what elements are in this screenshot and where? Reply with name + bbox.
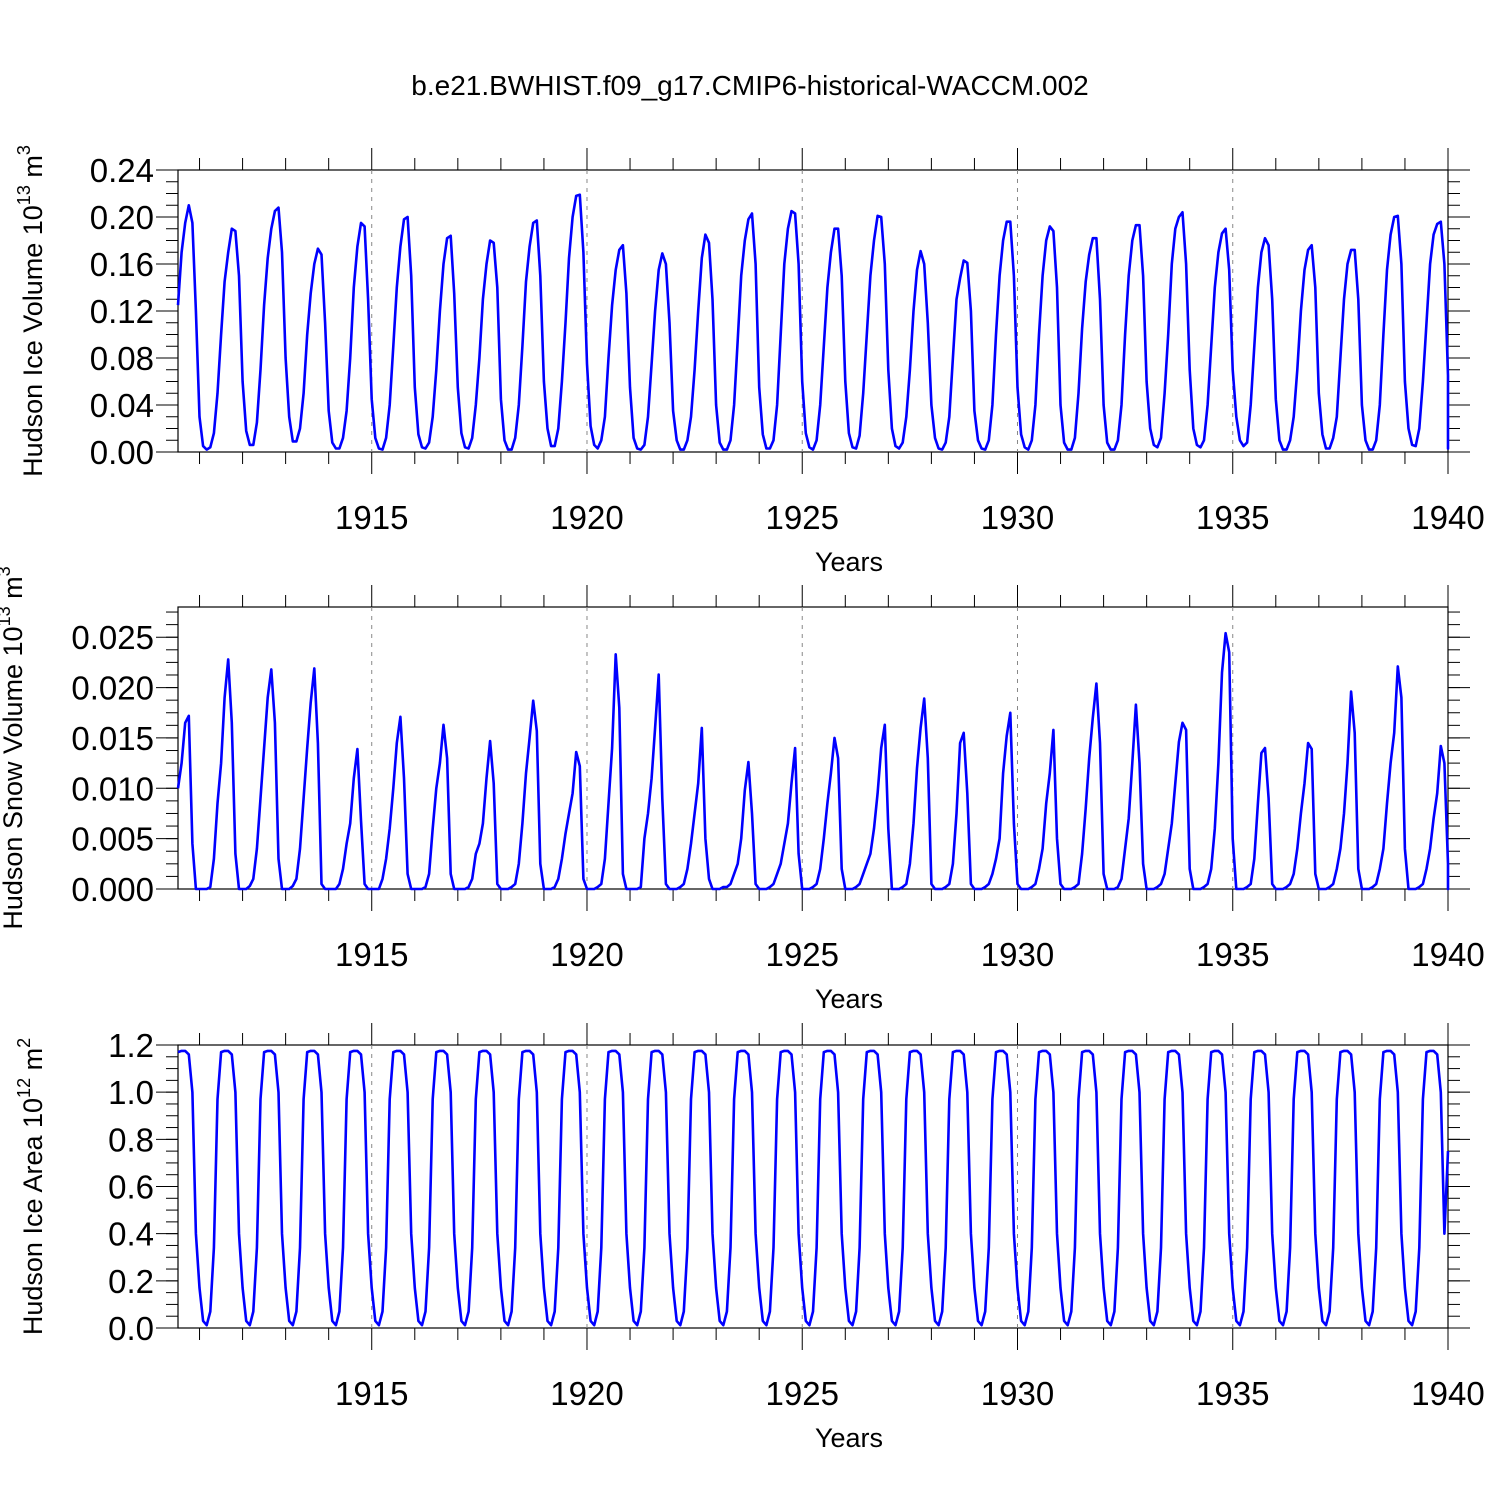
x-tick-label: 1940 (1411, 1375, 1484, 1412)
y-tick-label: 0.08 (90, 340, 154, 377)
y-tick-label: 0.8 (108, 1121, 154, 1158)
plot-frame (177, 606, 1449, 890)
x-tick-label: 1920 (550, 499, 623, 536)
y-tick-label: 0.005 (71, 821, 154, 858)
y-tick-label: 1.2 (108, 1027, 154, 1064)
panel-3: 1915 1920 1925 1930 1935 1940 Years 0.0 0.2 0.4 0.… (14, 1023, 1485, 1453)
series-line-hudson-ice-area (177, 1049, 1450, 1327)
series-line-hudson-snow-volume (176, 631, 1450, 891)
x-tick-label: 1915 (335, 499, 408, 536)
y-axis-label: Hudson Snow Volume 1013 m3 (0, 566, 28, 929)
y-axis-label-base: Hudson Ice Volume 10 (18, 205, 48, 477)
x-tick-label: 1915 (335, 1375, 408, 1412)
y-axis-label-exponent: 12 (14, 1078, 34, 1098)
y-tick-label: 0.20 (90, 199, 154, 236)
y-axis-label: Hudson Ice Volume 1013 m3 (14, 145, 48, 477)
x-tick-label: 1930 (981, 936, 1054, 973)
series-line-hudson-ice-volume (176, 193, 1450, 451)
x-axis-label: Years (815, 984, 883, 1014)
panel-2: 1915 1920 1925 1930 1935 1940 Years 0.000 0.005 0… (0, 566, 1485, 1014)
x-tick-label: 1935 (1196, 1375, 1269, 1412)
y-tick-label: 0.6 (108, 1169, 154, 1206)
y-axis-label-unit-exponent: 2 (14, 1038, 34, 1048)
y-tick-label: 0.020 (71, 670, 154, 707)
y-axis-label-unit-exponent: 3 (0, 566, 14, 576)
y-tick-label: 0.0 (108, 1310, 154, 1347)
x-tick-label: 1935 (1196, 936, 1269, 973)
y-tick-label: 0.2 (108, 1263, 154, 1300)
y-tick-label: 0.025 (71, 619, 154, 656)
x-tick-label: 1930 (981, 1375, 1054, 1412)
x-tick-label: 1925 (766, 936, 839, 973)
y-axis-label-exponent: 13 (14, 185, 34, 205)
y-axis-label-unit-exponent: 3 (14, 145, 34, 155)
y-axis-label-base: Hudson Snow Volume 10 (0, 626, 28, 929)
y-axis-label-unit: m (0, 576, 28, 606)
y-tick-label: 0.12 (90, 293, 154, 330)
x-axis-label: Years (815, 547, 883, 577)
x-tick-label: 1935 (1196, 499, 1269, 536)
y-tick-label: 0.24 (90, 152, 154, 189)
plot-frame (177, 1044, 1449, 1329)
y-tick-label: 0.04 (90, 387, 154, 424)
y-axis-label-base: Hudson Ice Area 10 (18, 1098, 48, 1335)
x-tick-label: 1920 (550, 1375, 623, 1412)
y-tick-label: 0.015 (71, 720, 154, 757)
y-axis-label-unit: m (18, 155, 48, 185)
x-tick-label: 1925 (766, 1375, 839, 1412)
panel-1: 1915 1920 1925 1930 1935 1940 Years 0.00 0.04 0.0… (14, 145, 1485, 577)
x-tick-label: 1940 (1411, 936, 1484, 973)
x-axis-label: Years (815, 1423, 883, 1453)
x-tick-label: 1930 (981, 499, 1054, 536)
chart-title: b.e21.BWHIST.f09_g17.CMIP6-historical-WA… (411, 70, 1089, 101)
x-tick-label: 1920 (550, 936, 623, 973)
y-tick-label: 0.00 (90, 434, 154, 471)
y-tick-label: 1.0 (108, 1074, 154, 1111)
x-tick-label: 1925 (766, 499, 839, 536)
y-axis-label-unit: m (18, 1048, 48, 1078)
y-tick-label: 0.000 (71, 871, 154, 908)
x-tick-label: 1940 (1411, 499, 1484, 536)
y-axis-label: Hudson Ice Area 1012 m2 (14, 1038, 48, 1335)
y-axis-label-exponent: 13 (0, 606, 14, 626)
y-tick-label: 0.010 (71, 770, 154, 807)
y-tick-label: 0.16 (90, 246, 154, 283)
x-tick-label: 1915 (335, 936, 408, 973)
y-tick-label: 0.4 (108, 1216, 154, 1253)
